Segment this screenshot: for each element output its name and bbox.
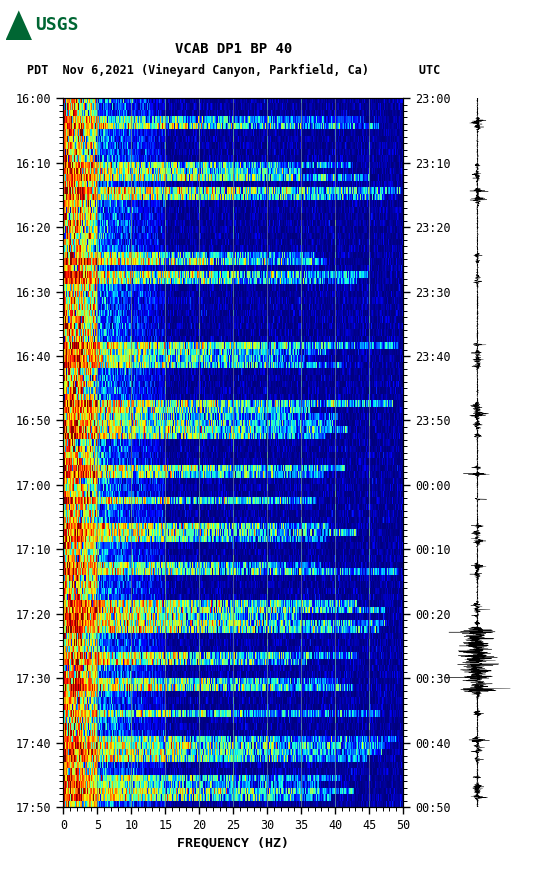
Polygon shape [6, 11, 32, 40]
Text: PDT  Nov 6,2021 (Vineyard Canyon, Parkfield, Ca)       UTC: PDT Nov 6,2021 (Vineyard Canyon, Parkfie… [26, 64, 440, 77]
X-axis label: FREQUENCY (HZ): FREQUENCY (HZ) [177, 836, 289, 849]
Text: USGS: USGS [35, 16, 79, 34]
Text: VCAB DP1 BP 40: VCAB DP1 BP 40 [174, 42, 292, 56]
